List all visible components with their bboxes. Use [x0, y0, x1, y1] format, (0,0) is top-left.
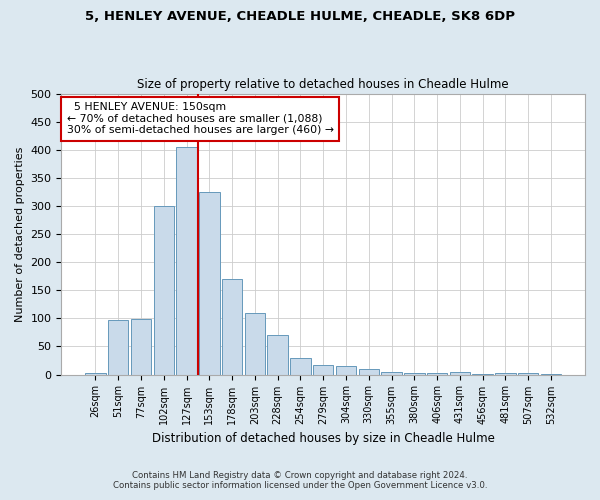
Bar: [131, 320, 151, 374]
Bar: [290, 358, 311, 374]
Y-axis label: Number of detached properties: Number of detached properties: [15, 146, 25, 322]
Bar: [199, 192, 220, 374]
Bar: [495, 373, 515, 374]
Bar: [313, 365, 334, 374]
Bar: [245, 312, 265, 374]
Bar: [85, 373, 106, 374]
X-axis label: Distribution of detached houses by size in Cheadle Hulme: Distribution of detached houses by size …: [152, 432, 494, 445]
Bar: [108, 320, 128, 374]
Bar: [268, 335, 288, 374]
Bar: [222, 279, 242, 374]
Bar: [336, 366, 356, 374]
Bar: [359, 369, 379, 374]
Text: Contains HM Land Registry data © Crown copyright and database right 2024.
Contai: Contains HM Land Registry data © Crown c…: [113, 470, 487, 490]
Bar: [449, 372, 470, 374]
Title: Size of property relative to detached houses in Cheadle Hulme: Size of property relative to detached ho…: [137, 78, 509, 91]
Bar: [404, 373, 425, 374]
Text: 5 HENLEY AVENUE: 150sqm
← 70% of detached houses are smaller (1,088)
30% of semi: 5 HENLEY AVENUE: 150sqm ← 70% of detache…: [67, 102, 334, 135]
Bar: [154, 206, 174, 374]
Bar: [176, 147, 197, 374]
Bar: [381, 372, 402, 374]
Text: 5, HENLEY AVENUE, CHEADLE HULME, CHEADLE, SK8 6DP: 5, HENLEY AVENUE, CHEADLE HULME, CHEADLE…: [85, 10, 515, 23]
